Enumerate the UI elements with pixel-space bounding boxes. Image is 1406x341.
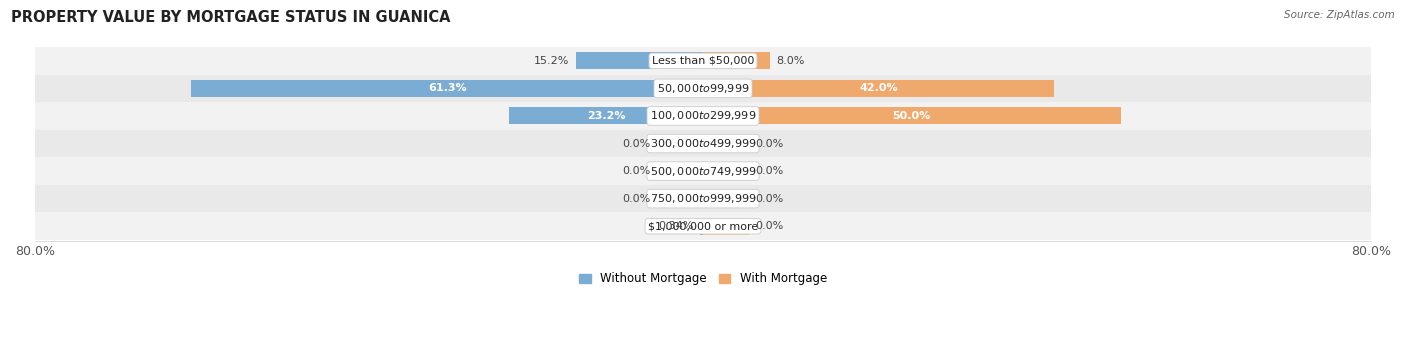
Text: 23.2%: 23.2% [586, 111, 626, 121]
Text: $750,000 to $999,999: $750,000 to $999,999 [650, 192, 756, 205]
Bar [35, 130, 1371, 157]
Text: Source: ZipAtlas.com: Source: ZipAtlas.com [1284, 10, 1395, 20]
Text: 42.0%: 42.0% [859, 84, 897, 93]
Bar [35, 102, 1371, 130]
Text: 0.0%: 0.0% [621, 138, 651, 149]
Bar [703, 135, 749, 152]
Bar [35, 212, 1371, 240]
Text: $300,000 to $499,999: $300,000 to $499,999 [650, 137, 756, 150]
Text: $100,000 to $299,999: $100,000 to $299,999 [650, 109, 756, 122]
Bar [35, 75, 1371, 102]
Bar [191, 80, 703, 97]
Text: $1,000,000 or more: $1,000,000 or more [648, 221, 758, 231]
Bar [703, 80, 1053, 97]
Bar [703, 218, 749, 235]
Bar [700, 218, 703, 235]
Bar [35, 47, 1371, 75]
Bar [657, 190, 703, 207]
Text: 0.0%: 0.0% [755, 221, 785, 231]
Bar [657, 135, 703, 152]
Bar [703, 52, 770, 69]
Bar [576, 52, 703, 69]
Bar [35, 185, 1371, 212]
Text: 50.0%: 50.0% [893, 111, 931, 121]
Text: 61.3%: 61.3% [427, 84, 467, 93]
Text: 0.0%: 0.0% [621, 194, 651, 204]
Legend: Without Mortgage, With Mortgage: Without Mortgage, With Mortgage [574, 268, 832, 290]
Bar [703, 190, 749, 207]
Text: 0.0%: 0.0% [621, 166, 651, 176]
Text: $50,000 to $99,999: $50,000 to $99,999 [657, 82, 749, 95]
Text: 0.34%: 0.34% [658, 221, 693, 231]
Text: 0.0%: 0.0% [755, 166, 785, 176]
Bar [35, 157, 1371, 185]
Bar [703, 107, 1121, 124]
Text: Less than $50,000: Less than $50,000 [652, 56, 754, 66]
Text: 0.0%: 0.0% [755, 138, 785, 149]
Text: $500,000 to $749,999: $500,000 to $749,999 [650, 165, 756, 178]
Bar [703, 163, 749, 180]
Text: PROPERTY VALUE BY MORTGAGE STATUS IN GUANICA: PROPERTY VALUE BY MORTGAGE STATUS IN GUA… [11, 10, 451, 25]
Bar [657, 163, 703, 180]
Text: 0.0%: 0.0% [755, 194, 785, 204]
Text: 15.2%: 15.2% [534, 56, 569, 66]
Text: 8.0%: 8.0% [776, 56, 804, 66]
Bar [509, 107, 703, 124]
